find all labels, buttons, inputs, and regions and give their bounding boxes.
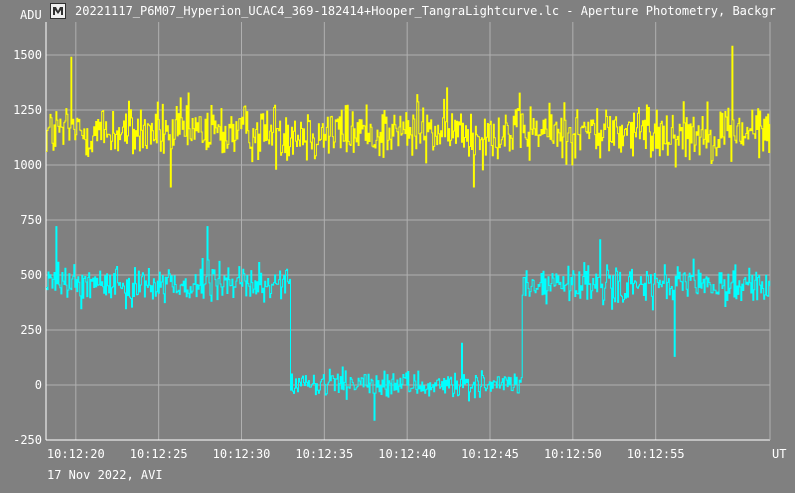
y-tick-label: 750 — [20, 213, 42, 227]
y-axis-title: ADU — [20, 8, 42, 22]
y-tick-label: 1000 — [13, 158, 42, 172]
chart-axes — [45, 22, 771, 441]
y-tick-label: 1500 — [13, 48, 42, 62]
x-axis-title: UT — [772, 447, 786, 461]
x-tick-label: 10:12:40 — [378, 447, 436, 461]
x-tick-label: 10:12:50 — [544, 447, 602, 461]
y-tick-label: 500 — [20, 268, 42, 282]
lightcurve-app-icon — [50, 3, 66, 19]
chart-series — [46, 45, 771, 421]
lightcurve-series-1 — [46, 45, 771, 188]
chart-labels: -250 0 250 500 750 1000 1250 1500 10:12:20 10:12:… — [13, 8, 786, 461]
y-tick-label: -250 — [13, 433, 42, 447]
x-tick-label: 10:12:35 — [295, 447, 353, 461]
y-tick-label: 0 — [35, 378, 42, 392]
y-tick-label: 250 — [20, 323, 42, 337]
y-tick-label: 1250 — [13, 103, 42, 117]
lightcurve-series-2 — [46, 226, 771, 421]
x-tick-label: 10:12:55 — [627, 447, 685, 461]
x-tick-label: 10:12:30 — [213, 447, 271, 461]
x-tick-label: 10:12:45 — [461, 447, 519, 461]
recording-date-note: 17 Nov 2022, AVI — [47, 468, 163, 482]
x-tick-label: 10:12:20 — [47, 447, 105, 461]
x-tick-label: 10:12:25 — [130, 447, 188, 461]
window-title: 20221117_P6M07_Hyperion_UCAC4_369-182414… — [75, 4, 776, 18]
window-title-bar[interactable]: 20221117_P6M07_Hyperion_UCAC4_369-182414… — [0, 0, 795, 22]
